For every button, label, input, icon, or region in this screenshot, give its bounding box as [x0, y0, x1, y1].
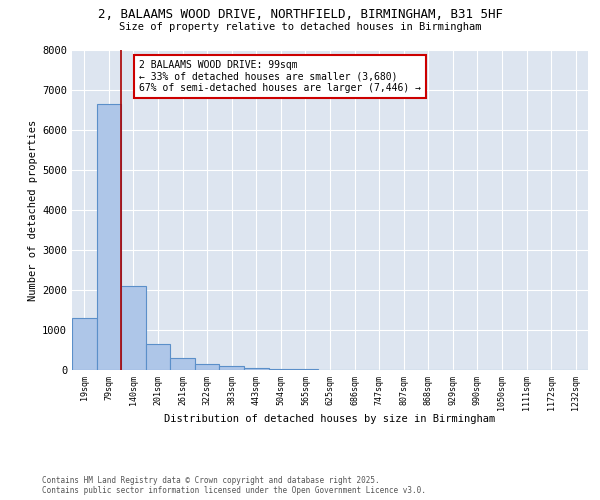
- Bar: [269, 369, 293, 370]
- Bar: [195, 364, 220, 370]
- Text: Size of property relative to detached houses in Birmingham: Size of property relative to detached ho…: [119, 22, 481, 32]
- Bar: [170, 358, 195, 370]
- X-axis label: Distribution of detached houses by size in Birmingham: Distribution of detached houses by size …: [164, 414, 496, 424]
- Bar: [244, 368, 269, 370]
- Bar: [97, 104, 121, 370]
- Text: 2, BALAAMS WOOD DRIVE, NORTHFIELD, BIRMINGHAM, B31 5HF: 2, BALAAMS WOOD DRIVE, NORTHFIELD, BIRMI…: [97, 8, 503, 20]
- Bar: [220, 366, 244, 370]
- Bar: [146, 344, 170, 370]
- Bar: [121, 286, 146, 370]
- Text: 2 BALAAMS WOOD DRIVE: 99sqm
← 33% of detached houses are smaller (3,680)
67% of : 2 BALAAMS WOOD DRIVE: 99sqm ← 33% of det…: [139, 60, 421, 93]
- Bar: [72, 318, 97, 370]
- Text: Contains HM Land Registry data © Crown copyright and database right 2025.
Contai: Contains HM Land Registry data © Crown c…: [42, 476, 426, 495]
- Y-axis label: Number of detached properties: Number of detached properties: [28, 120, 38, 300]
